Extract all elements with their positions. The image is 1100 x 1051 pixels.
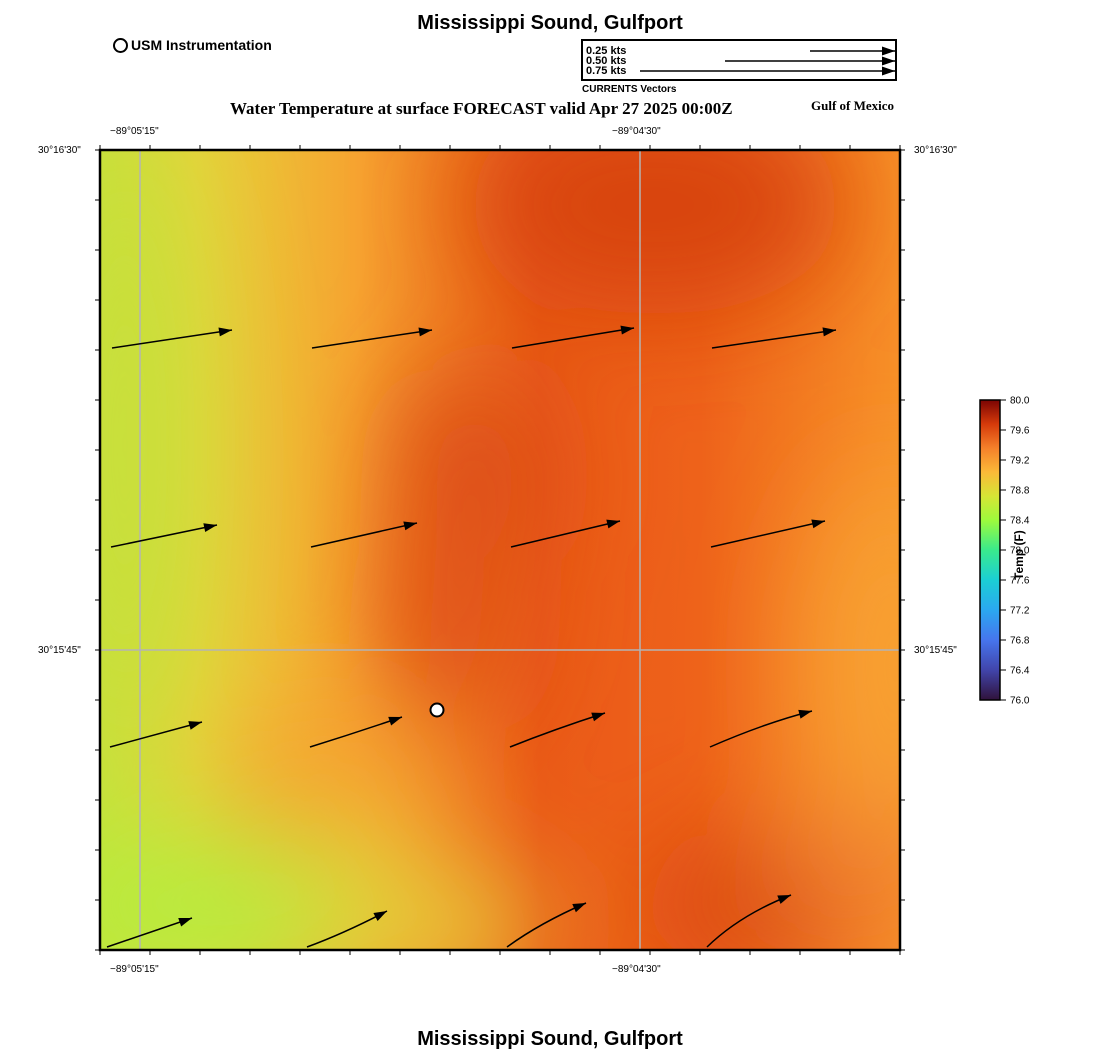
lon-tick-top-2: −89°04'30" [612, 126, 661, 137]
vector-ref-label-050: 0.50 kts [586, 55, 627, 67]
current-vector-arrow [110, 523, 218, 548]
temperature-colorbar: 80.0 79.6 79.2 78.8 78.4 78.0 77.6 77.2 76.8 76.4… [979, 396, 1030, 707]
frame-ticks [95, 145, 905, 955]
colorbar-tick-label: 80.0 [1010, 396, 1030, 407]
current-vector-arrow [509, 712, 606, 748]
footer-title: Mississippi Sound, Gulfport [417, 1028, 683, 1050]
current-vector-arrow [309, 716, 403, 748]
colorbar-tick-label: 79.2 [1010, 456, 1030, 467]
vector-ref-label-075: 0.75 kts [586, 65, 627, 77]
colorbar-gradient [979, 399, 1001, 701]
current-vector-arrow [306, 910, 388, 948]
colorbar-tick-label: 77.2 [1010, 606, 1030, 617]
reference-vector-arrow [810, 46, 895, 56]
current-vector-arrow [310, 521, 418, 548]
colorbar-tick-label: 76.4 [1010, 666, 1030, 677]
colorbar-label: Temp (F) [1012, 530, 1026, 580]
vector-ref-label-025: 0.25 kts [586, 45, 627, 57]
colorbar-tick-label: 76.8 [1010, 636, 1030, 647]
lat-tick-right-1: 30°16'30" [914, 145, 957, 156]
current-vector-arrow [706, 894, 792, 948]
lat-tick-right-2: 30°15'45" [914, 645, 957, 656]
map-title: Mississippi Sound, Gulfport [417, 12, 683, 34]
temperature-field [100, 150, 900, 950]
lon-tick-bottom-1: −89°05'15" [110, 964, 159, 975]
colorbar-tick-label: 78.0 [1010, 546, 1030, 557]
usm-station-marker[interactable] [429, 702, 445, 718]
current-vector-arrow [109, 721, 203, 748]
current-vector-arrow [710, 519, 826, 548]
lat-tick-left-2: 30°15'45" [38, 645, 81, 656]
current-vector-arrow [506, 902, 587, 948]
station-marker-icon [113, 37, 128, 53]
colorbar-tick-label: 79.6 [1010, 426, 1030, 437]
lon-tick-top-1: −89°05'15" [110, 126, 159, 137]
current-vector-arrow [709, 709, 813, 748]
vector-reference-arrows [640, 46, 895, 76]
current-vector-arrow [711, 327, 837, 349]
map-subtitle: Water Temperature at surface FORECAST va… [230, 99, 733, 118]
colorbar-tick-label: 78.4 [1010, 516, 1030, 527]
current-vector-arrow [106, 917, 193, 948]
colorbar-tick-label: 76.0 [1010, 696, 1030, 707]
temperature-map [95, 145, 905, 955]
current-vector-arrow [111, 327, 233, 349]
current-vector-legend: 0.25 kts 0.50 kts 0.75 kts [581, 39, 897, 81]
region-label: Gulf of Mexico [811, 98, 895, 113]
lat-tick-left-1: 30°16'30" [38, 145, 81, 156]
current-vector-arrow [510, 519, 621, 548]
colorbar-tick-label: 78.8 [1010, 486, 1030, 497]
current-vector-arrow [311, 327, 433, 349]
current-vectors [106, 325, 837, 948]
reference-vector-arrow [640, 66, 895, 76]
current-vector-arrow [511, 325, 635, 349]
vector-legend-caption: CURRENTS Vectors [582, 84, 677, 95]
station-legend-label: USM Instrumentation [131, 37, 272, 53]
colorbar-tick-label: 77.6 [1010, 576, 1030, 587]
lon-tick-bottom-2: −89°04'30" [612, 964, 661, 975]
station-legend: USM Instrumentation [113, 37, 272, 53]
reference-vector-arrow [725, 56, 895, 66]
